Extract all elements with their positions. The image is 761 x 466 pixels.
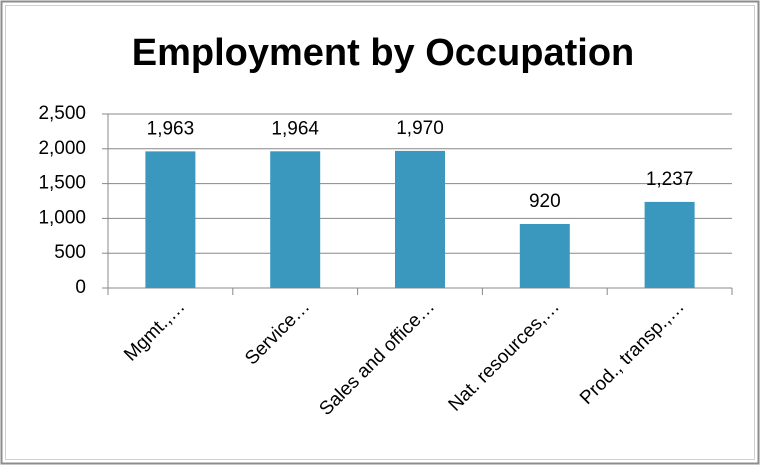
y-tick-label: 500	[54, 242, 86, 263]
chart-inner-frame	[5, 5, 755, 460]
y-tick-label: 0	[75, 277, 86, 298]
bar	[395, 150, 445, 288]
value-label: 1,963	[147, 118, 195, 139]
bar	[519, 223, 570, 288]
bar	[270, 151, 321, 288]
value-label: 1,970	[396, 118, 444, 139]
y-tick-label: 2,000	[38, 138, 86, 159]
value-label: 920	[529, 191, 561, 212]
y-tick-label: 2,500	[38, 103, 86, 124]
bar	[644, 201, 695, 288]
value-label: 1,964	[271, 118, 319, 139]
y-tick-label: 1,500	[38, 173, 86, 194]
bar	[145, 151, 196, 288]
value-label: 1,237	[646, 169, 694, 190]
chart-title: Employment by Occupation	[132, 32, 635, 74]
y-tick-label: 1,000	[38, 207, 86, 228]
